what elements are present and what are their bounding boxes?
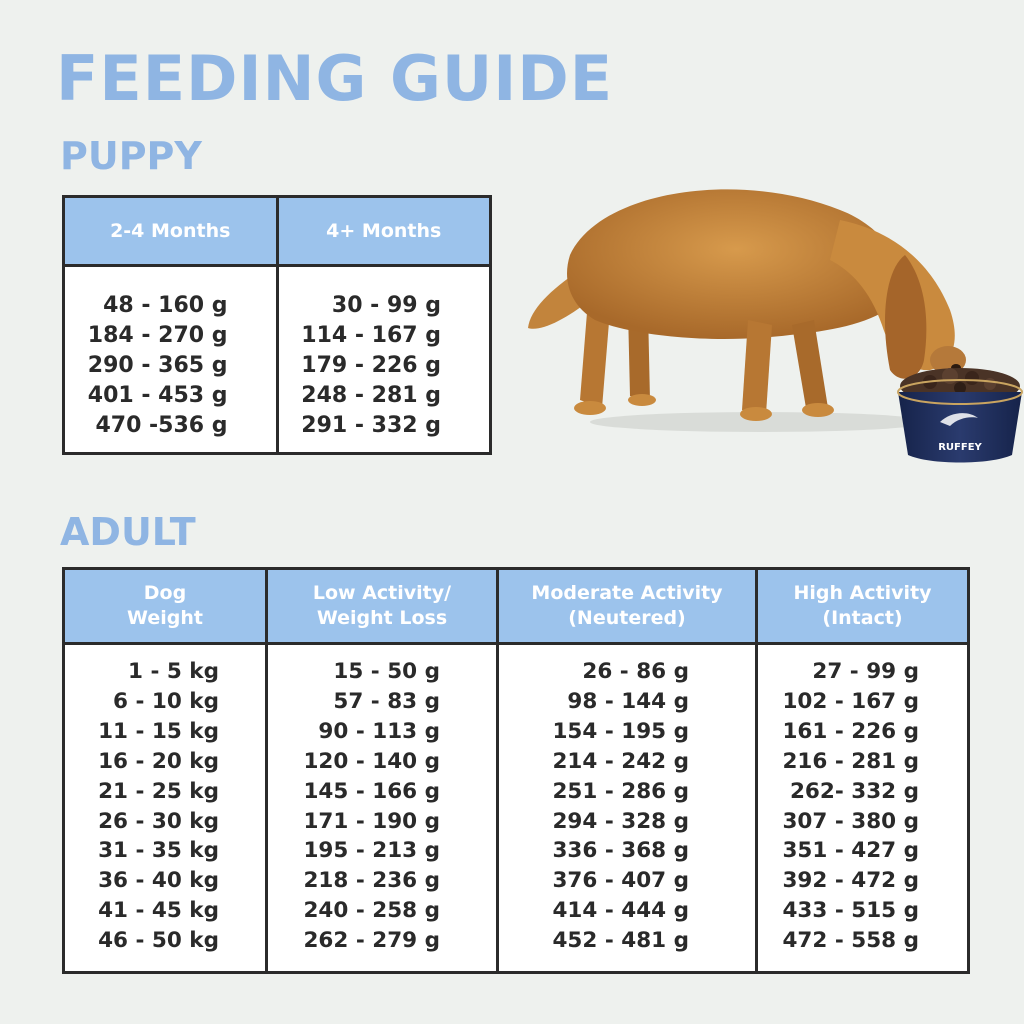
- table-cell-value: 48 - 160 g: [103, 293, 228, 318]
- table-cell-value: 251 - 286 g: [552, 778, 689, 804]
- table-cell-value: 120 - 140 g: [303, 748, 440, 774]
- adult-col-dog-weight-line2: Weight: [127, 607, 203, 629]
- adult-col-high-activity-values: 27 - 99 g 102 - 167 g 161 - 226 g 216 - 281…: [755, 643, 970, 973]
- table-cell-value: 98 - 144 g: [567, 688, 689, 714]
- table-cell-value: 15 - 50 g: [333, 659, 440, 684]
- table-cell-value: 262 - 279 g: [303, 928, 440, 954]
- table-cell-value: 472 - 558 g: [782, 928, 919, 954]
- adult-col-low-activity-line2: Weight Loss: [316, 607, 448, 629]
- table-cell-value: 262- 332 g: [789, 778, 919, 804]
- adult-col-dog-weight: Dog Weight: [62, 567, 268, 645]
- table-cell-value: 145 - 166 g: [303, 778, 440, 804]
- table-cell-value: 376 - 407 g: [552, 868, 689, 894]
- table-cell-value: 30 - 99 g: [331, 293, 441, 318]
- adult-values-row: 1 - 5 kg 6 - 10 kg 11 - 15 kg 16 - 20 kg 21 …: [62, 643, 970, 973]
- table-cell-value: 452 - 481 g: [552, 928, 689, 954]
- adult-col-high-activity-line1: High Activity: [793, 582, 932, 604]
- table-cell-value: 90 - 113 g: [318, 718, 440, 744]
- table-cell-value: 433 - 515 g: [782, 898, 919, 924]
- floor-shadow: [590, 412, 930, 432]
- bowl-brand-label: RUFFEY: [938, 442, 982, 453]
- table-cell-value: 184 - 270 g: [87, 323, 228, 348]
- adult-heading: ADULT: [60, 510, 196, 554]
- table-cell-value: 179 - 226 g: [301, 353, 441, 378]
- table-cell-value: 57 - 83 g: [333, 688, 440, 714]
- table-cell-value: 26 - 86 g: [582, 659, 689, 684]
- table-cell-value: 46 - 50 kg: [98, 928, 219, 954]
- table-cell-value: 218 - 236 g: [303, 868, 440, 894]
- table-cell-value: 1 - 5 kg: [128, 659, 219, 684]
- table-cell-value: 171 - 190 g: [303, 808, 440, 834]
- adult-col-dog-weight-line1: Dog: [143, 582, 187, 604]
- table-cell-value: 470 -536 g: [95, 413, 228, 438]
- table-cell-value: 102 - 167 g: [782, 688, 919, 714]
- table-cell-value: 161 - 226 g: [782, 718, 919, 744]
- table-cell-value: 36 - 40 kg: [98, 868, 219, 894]
- table-cell-value: 114 - 167 g: [301, 323, 441, 348]
- page-title: FEEDING GUIDE: [56, 42, 614, 115]
- puppy-values-row: 48 - 160 g 184 - 270 g 290 - 365 g 401 - 45…: [62, 265, 492, 454]
- adult-col-low-activity-values: 15 - 50 g 57 - 83 g 90 - 113 g 120 - 140 g 1…: [265, 643, 499, 973]
- adult-col-moderate-activity: Moderate Activity (Neutered): [496, 567, 758, 645]
- table-cell-value: 16 - 20 kg: [98, 748, 219, 774]
- table-cell-value: 11 - 15 kg: [98, 718, 219, 744]
- puppy-col-2-4-months: 2-4 Months: [62, 195, 279, 267]
- table-cell-value: 401 - 453 g: [87, 383, 228, 408]
- puppy-col-2-4-months-values: 48 - 160 g 184 - 270 g 290 - 365 g 401 - 45…: [62, 265, 279, 454]
- table-cell-value: 240 - 258 g: [303, 898, 440, 924]
- table-cell-value: 414 - 444 g: [552, 898, 689, 924]
- table-cell-value: 195 - 213 g: [303, 838, 440, 864]
- table-cell-value: 27 - 99 g: [812, 659, 919, 684]
- adult-col-high-activity: High Activity (Intact): [755, 567, 970, 645]
- adult-feeding-table: Dog Weight Low Activity/ Weight Loss Mod…: [62, 567, 970, 974]
- puppy-col-4-plus-months: 4+ Months: [275, 195, 492, 267]
- adult-col-moderate-activity-line2: (Neutered): [568, 607, 686, 629]
- table-cell-value: 392 - 472 g: [782, 868, 919, 894]
- table-cell-value: 21 - 25 kg: [98, 778, 219, 804]
- puppy-feeding-table: 2-4 Months 4+ Months 48 - 160 g 184 - 270…: [62, 195, 492, 455]
- table-cell-value: 351 - 427 g: [782, 838, 919, 864]
- kangaroo-logo-icon: [940, 413, 978, 426]
- table-cell-value: 216 - 281 g: [782, 748, 919, 774]
- table-cell-value: 291 - 332 g: [301, 413, 441, 438]
- table-cell-value: 31 - 35 kg: [98, 838, 219, 864]
- dog-eating-photo: RUFFEY: [528, 189, 1023, 463]
- table-cell-value: 154 - 195 g: [552, 718, 689, 744]
- adult-col-low-activity-line1: Low Activity/: [312, 582, 452, 604]
- table-cell-value: 248 - 281 g: [301, 383, 441, 408]
- food-bowl: RUFFEY: [897, 368, 1023, 463]
- puppy-col-4-plus-months-values: 30 - 99 g 114 - 167 g 179 - 226 g 248 - 281…: [275, 265, 492, 454]
- adult-col-moderate-activity-values: 26 - 86 g 98 - 144 g 154 - 195 g 214 - 242 …: [496, 643, 758, 973]
- adult-col-low-activity: Low Activity/ Weight Loss: [265, 567, 499, 645]
- table-cell-value: 6 - 10 kg: [113, 688, 219, 714]
- table-cell-value: 294 - 328 g: [552, 808, 689, 834]
- table-cell-value: 26 - 30 kg: [98, 808, 219, 834]
- table-cell-value: 307 - 380 g: [782, 808, 919, 834]
- adult-col-moderate-activity-line1: Moderate Activity: [531, 582, 723, 604]
- table-cell-value: 41 - 45 kg: [98, 898, 219, 924]
- adult-col-high-activity-line2: (Intact): [822, 607, 903, 629]
- puppy-header-row: 2-4 Months 4+ Months: [62, 195, 492, 267]
- table-cell-value: 214 - 242 g: [552, 748, 689, 774]
- adult-col-dog-weight-values: 1 - 5 kg 6 - 10 kg 11 - 15 kg 16 - 20 kg 21 …: [62, 643, 268, 973]
- adult-header-row: Dog Weight Low Activity/ Weight Loss Mod…: [62, 567, 970, 645]
- puppy-heading: PUPPY: [60, 134, 202, 178]
- table-cell-value: 336 - 368 g: [552, 838, 689, 864]
- table-cell-value: 290 - 365 g: [87, 353, 228, 378]
